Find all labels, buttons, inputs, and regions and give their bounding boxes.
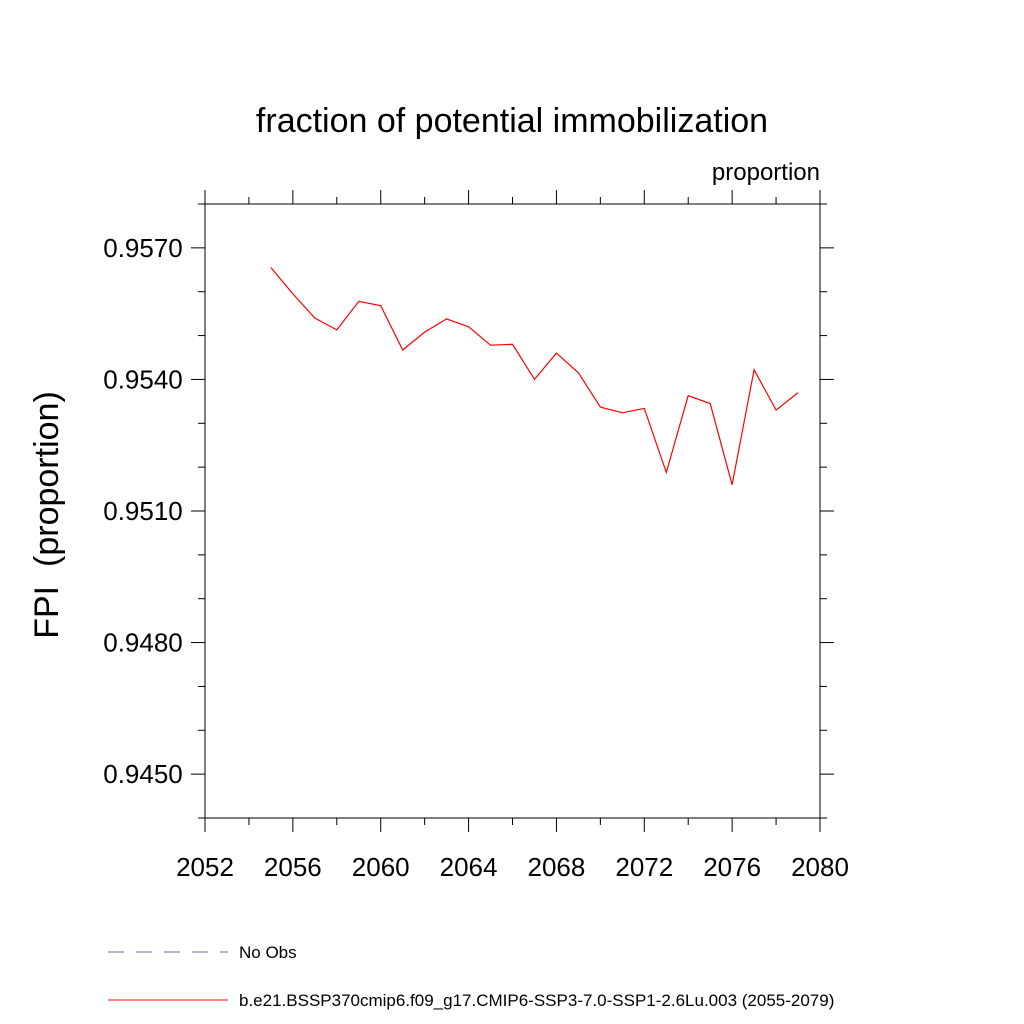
plot-frame	[204, 203, 821, 819]
x-tick-label: 2080	[791, 852, 849, 882]
y-axis-label: FPI (proportion)	[28, 391, 66, 639]
x-tick-label: 2076	[703, 852, 761, 882]
y-tick-label: 0.9570	[103, 233, 183, 263]
chart-title: fraction of potential immobilization	[256, 102, 768, 140]
legend-label: No Obs	[239, 943, 297, 962]
x-tick-label: 2060	[352, 852, 410, 882]
legend-label: b.e21.BSSP370cmip6.f09_g17.CMIP6-SSP3-7.…	[239, 991, 834, 1010]
x-tick-label: 2068	[528, 852, 586, 882]
chart-subtitle: proportion	[712, 159, 820, 186]
legend: No Obs b.e21.BSSP370cmip6.f09_g17.CMIP6-S…	[108, 943, 834, 1010]
plot-area: 2052 2056 2060 2064 2068 2072 2076 2080 0.9450 0.…	[103, 190, 849, 882]
y-tick-label: 0.9540	[103, 364, 183, 394]
series-line	[270, 267, 799, 485]
x-tick-label: 2052	[176, 852, 234, 882]
y-tick-label: 0.9480	[103, 628, 183, 658]
x-tick-label: 2072	[615, 852, 673, 882]
x-tick-label: 2056	[264, 852, 322, 882]
x-tick-label: 2064	[440, 852, 498, 882]
y-tick-label: 0.9450	[103, 759, 183, 789]
y-tick-label: 0.9510	[103, 496, 183, 526]
